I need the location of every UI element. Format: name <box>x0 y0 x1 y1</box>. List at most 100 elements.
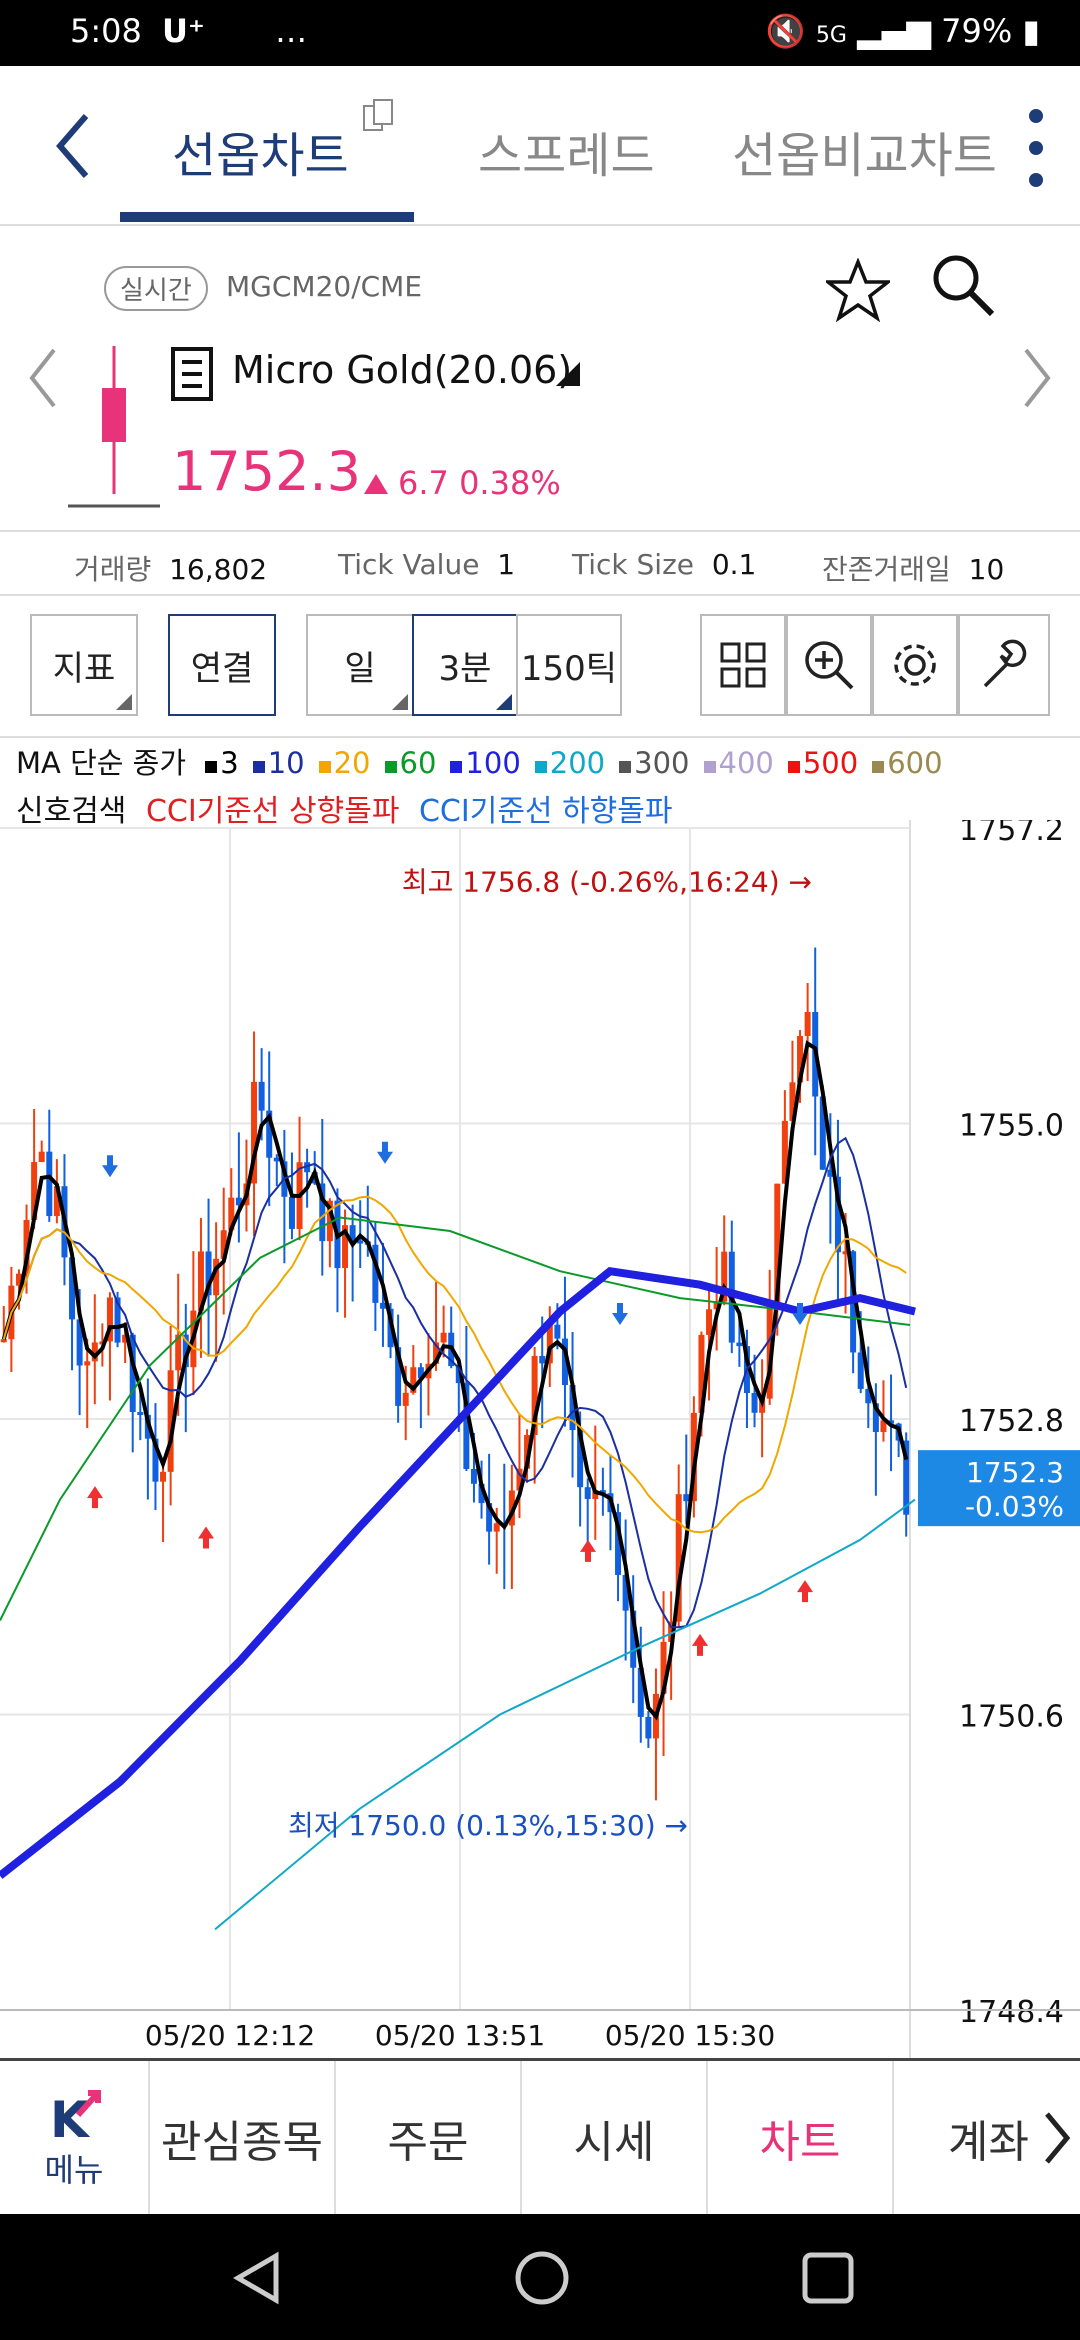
mute-icon: 🔇 <box>765 12 806 50</box>
active-tab-indicator <box>120 212 414 222</box>
stat-tick-size: Tick Size 0.1 <box>572 548 756 581</box>
x-tick-label: 05/20 15:30 <box>605 2019 775 2052</box>
ma60-line <box>0 1216 911 1621</box>
candle-body <box>38 1151 45 1163</box>
candle-body <box>417 1367 424 1379</box>
chevron-right-icon[interactable] <box>1043 2110 1071 2166</box>
prev-instrument-icon[interactable] <box>26 346 60 410</box>
stat-value: 16,802 <box>169 553 268 586</box>
candle-body <box>872 1403 879 1432</box>
ma-item-3: 3 <box>199 746 242 780</box>
tab-spread[interactable]: 스프레드 <box>478 128 655 184</box>
signal-search: 신호검색 CCI기준선 상향돌파 CCI기준선 하향돌파 <box>16 786 672 830</box>
status-time: 5:08 <box>70 12 142 50</box>
candle-body <box>903 1440 910 1515</box>
kiwoom-logo-icon: K <box>50 2089 101 2145</box>
dropdown-icon[interactable] <box>552 358 582 388</box>
tools-button[interactable] <box>958 614 1050 716</box>
ma-swatch <box>872 761 885 773</box>
list-icon[interactable] <box>170 346 216 402</box>
candle-body <box>23 1219 30 1274</box>
candle-body <box>251 1081 258 1184</box>
signal-down-arrow <box>377 1141 393 1164</box>
y-tick-label: 1750.6 <box>959 1700 1064 1735</box>
status-right: 🔇 5G ▂▄▆ 79% ▮ <box>766 12 1040 50</box>
candle-body <box>15 1273 22 1286</box>
indicator-label: 지표 <box>52 648 116 689</box>
svg-text:K: K <box>50 2091 91 2145</box>
signal-down-arrow <box>612 1302 628 1325</box>
tab-futures-chart[interactable]: 선옵차트 <box>172 128 349 184</box>
nav-quote[interactable]: 시세 <box>522 2061 708 2214</box>
signal-icon: ▂▄▆ <box>857 12 931 50</box>
3min-button[interactable]: 3분 <box>412 614 518 716</box>
search-icon[interactable] <box>928 250 998 320</box>
candle-body <box>577 1430 584 1488</box>
sys-back-icon[interactable] <box>230 2250 286 2306</box>
grid-icon <box>720 642 766 688</box>
ma-item-400: 400 <box>698 746 778 780</box>
instrument-info: 실시간 MGCM20/CME Micro Gold(20.06) 1752.3 … <box>0 228 1080 528</box>
candle-body <box>53 1186 60 1217</box>
nav-watchlist[interactable]: 관심종목 <box>150 2061 336 2214</box>
candle-body <box>440 1332 447 1343</box>
candle-body <box>258 1081 265 1111</box>
instrument-code: MGCM20/CME <box>226 270 423 303</box>
150tick-button[interactable]: 150틱 <box>516 614 622 716</box>
x-tick-label: 05/20 12:12 <box>145 2019 315 2052</box>
ma-item-200: 200 <box>529 746 609 780</box>
ma20-line <box>2 1195 907 1534</box>
copy-icon[interactable] <box>360 96 400 136</box>
candle-body <box>486 1503 493 1532</box>
nav-order[interactable]: 주문 <box>336 2061 522 2214</box>
price-chart[interactable]: 1757.2 1755.0 1752.8 1750.6 1748.4 05/20 12:1… <box>0 820 1080 2060</box>
status-carrier: U⁺ <box>162 12 205 50</box>
ma-label: 3 <box>220 746 239 780</box>
candle-body <box>880 1420 887 1432</box>
stat-label: Tick Size <box>572 548 695 581</box>
ma-swatch <box>318 761 331 773</box>
instrument-name[interactable]: Micro Gold(20.06) <box>232 348 573 392</box>
candle-body <box>235 1197 242 1206</box>
top-nav: 선옵차트 스프레드 선옵비교차트 <box>0 66 1080 226</box>
sys-home-icon[interactable] <box>512 2248 572 2308</box>
ma-label: 100 <box>465 746 521 780</box>
sys-recents-icon[interactable] <box>800 2250 856 2306</box>
candle-body <box>395 1347 402 1406</box>
settings-button[interactable] <box>872 614 958 716</box>
ma-swatch <box>534 761 547 773</box>
nav-account[interactable]: 계좌 <box>894 2061 1080 2214</box>
indicator-button[interactable]: 지표 <box>30 614 138 716</box>
ma-label: 20 <box>333 746 371 780</box>
nav-account-label: 계좌 <box>948 2116 1029 2168</box>
stat-remaining-days: 잔존거래일 10 <box>822 548 1004 588</box>
status-extra: … <box>275 12 308 50</box>
stat-value: 10 <box>968 553 1005 586</box>
star-icon[interactable] <box>826 258 890 322</box>
stat-value: 1 <box>497 548 516 581</box>
back-icon[interactable] <box>52 110 96 182</box>
candle-body <box>213 1258 220 1296</box>
tab-compare-chart[interactable]: 선옵비교차트 <box>732 128 997 184</box>
day-button[interactable]: 일 <box>306 614 414 716</box>
candle-icon <box>68 346 160 508</box>
ma-swatch <box>787 761 800 773</box>
change-value: 6.7 <box>398 464 449 502</box>
candle-body <box>561 1338 568 1386</box>
grid-layout-button[interactable] <box>700 614 786 716</box>
zoom-button[interactable] <box>786 614 872 716</box>
nav-menu[interactable]: K 메뉴 <box>0 2061 150 2214</box>
ma-item-60: 60 <box>379 746 441 780</box>
next-instrument-icon[interactable] <box>1020 346 1054 410</box>
link-button[interactable]: 연결 <box>168 614 276 716</box>
more-icon[interactable] <box>1024 104 1048 194</box>
signal-down-arrow <box>102 1155 118 1178</box>
nav-chart[interactable]: 차트 <box>708 2061 894 2214</box>
candle-body <box>167 1370 174 1472</box>
candle-body <box>137 1412 144 1416</box>
candle-body <box>819 1096 826 1170</box>
stat-label: 잔존거래일 <box>822 553 951 586</box>
chart-toolbar: 지표 연결 일 3분 150틱 <box>0 598 1080 738</box>
candle-body <box>342 1225 349 1269</box>
candle-body <box>69 1257 76 1320</box>
